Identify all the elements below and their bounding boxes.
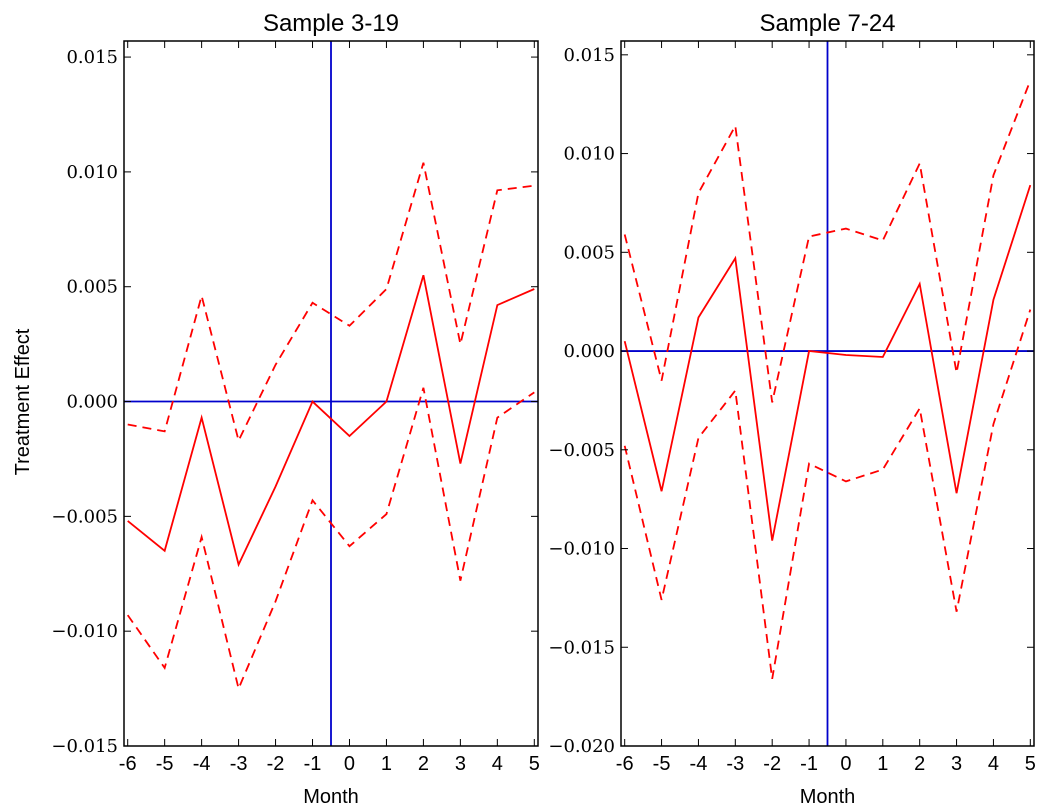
y-axis-label: Treatment Effect <box>12 328 34 475</box>
x-tick-label: 5 <box>1025 753 1036 775</box>
x-tick-label: -1 <box>304 753 322 775</box>
x-tick-label: -3 <box>230 753 248 775</box>
lower-bound-line <box>623 309 1032 680</box>
x-tick-label: -3 <box>726 753 744 775</box>
y-tick-label: −0.010 <box>51 621 118 642</box>
x-tick-label: -4 <box>690 753 708 775</box>
y-tick-label: −0.015 <box>51 736 118 757</box>
estimate-line <box>127 274 535 568</box>
plot-area <box>124 41 538 746</box>
x-axis-label: Month <box>800 786 856 808</box>
panel-sample-3-19: Sample 3-19 Month -6 -5 -4 -3 -2 -1 0 1 2 3 4 5 0.015 0… <box>51 10 539 808</box>
upper-bound-line <box>623 80 1032 403</box>
x-tick-label: 3 <box>951 753 962 775</box>
x-tick-label: -4 <box>193 753 211 775</box>
y-tick-label: 0.005 <box>563 242 615 263</box>
x-tick-label: 0 <box>344 753 355 775</box>
x-tick-label: -5 <box>653 753 671 775</box>
x-tick-label: 3 <box>455 753 466 775</box>
estimate-line <box>623 184 1032 541</box>
x-tick-label: 1 <box>381 753 392 775</box>
y-tick-label: 0.000 <box>563 341 615 362</box>
x-tick-label: 2 <box>418 753 429 775</box>
x-tick-label: 4 <box>988 753 999 775</box>
chart-title: Sample 3-19 <box>263 10 399 37</box>
y-tick-label: 0.005 <box>66 277 118 298</box>
x-tick-label: 2 <box>914 753 925 775</box>
x-tick-label: -6 <box>616 753 634 775</box>
axes-frame <box>123 40 539 747</box>
x-tick-label: 4 <box>492 753 503 775</box>
y-tick-label: 0.010 <box>563 144 615 165</box>
y-tick-label: 0.015 <box>563 45 615 66</box>
y-tick-label: 0.010 <box>66 162 118 183</box>
lower-bound-line <box>126 387 535 692</box>
x-axis-label: Month <box>303 786 359 808</box>
y-tick-label: 0.015 <box>66 47 118 68</box>
y-tick-label: −0.005 <box>51 506 118 527</box>
axes-frame <box>620 40 1035 747</box>
chart-title: Sample 7-24 <box>759 10 895 37</box>
x-tick-label: -2 <box>763 753 781 775</box>
plot-area <box>621 41 1034 746</box>
y-tick-label: 0.000 <box>66 392 118 413</box>
x-tick-label: -2 <box>267 753 285 775</box>
x-tick-label: 1 <box>877 753 888 775</box>
x-tick-label: -6 <box>119 753 137 775</box>
panel-sample-7-24: Sample 7-24 Month -6 -5 -4 -3 -2 -1 0 1 2 3 4 5 0.015 0… <box>548 10 1036 808</box>
y-tick-label: −0.010 <box>548 539 615 560</box>
upper-bound-line <box>127 162 535 444</box>
x-tick-label: -5 <box>156 753 174 775</box>
y-tick-label: −0.020 <box>548 736 615 757</box>
x-tick-label: 5 <box>529 753 540 775</box>
x-tick-label: 0 <box>840 753 851 775</box>
y-tick-label: −0.015 <box>548 637 615 658</box>
x-tick-label: -1 <box>800 753 818 775</box>
y-tick-label: −0.005 <box>548 440 615 461</box>
